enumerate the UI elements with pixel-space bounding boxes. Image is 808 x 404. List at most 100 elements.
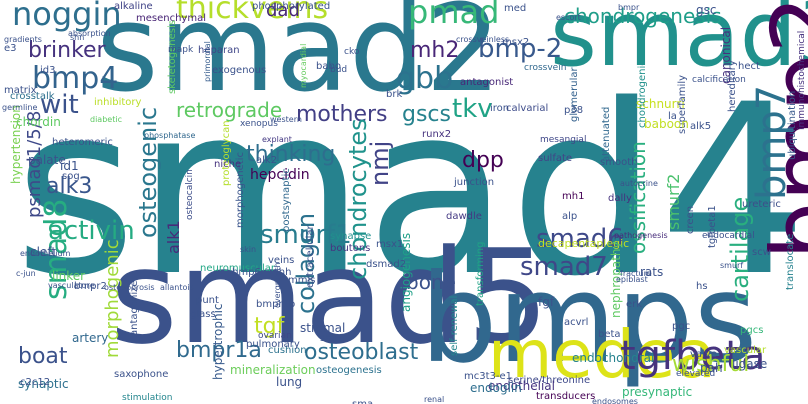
cloud-word: fracture: [620, 269, 652, 278]
cloud-word: bmp7: [749, 84, 795, 200]
cloud-word: veins: [268, 255, 295, 266]
cloud-word: medea: [488, 316, 716, 393]
cloud-word: lung: [276, 375, 303, 389]
cloud-word: endoglin: [470, 381, 522, 395]
cloud-word: chondrogenesis: [564, 4, 722, 28]
cloud-word: neuromuscular: [200, 263, 275, 274]
cloud-word: endochondral: [572, 351, 655, 365]
cloud-word: ureteric: [742, 199, 781, 210]
cloud-word: attenuated: [601, 106, 612, 162]
cloud-word: hepcidin: [250, 167, 310, 183]
cloud-word: brk: [386, 89, 403, 100]
cloud-word: wishful: [672, 352, 750, 377]
cloud-word: schnurri: [636, 97, 685, 111]
cloud-word: immunohistochemical: [797, 30, 807, 130]
cloud-word: c2c12: [20, 377, 51, 388]
cloud-word: vascular: [724, 345, 767, 356]
cloud-word: explant: [262, 135, 292, 144]
cloud-word: decapentaplegic: [538, 237, 630, 250]
cloud-word: serine/threonine: [508, 375, 591, 386]
cloud-word: germline: [2, 103, 38, 112]
cloud-word: bmpr1b: [256, 299, 296, 310]
cloud-word: gbb: [396, 61, 454, 96]
cloud-word: ihh: [276, 267, 292, 278]
cloud-word: valve: [690, 349, 717, 360]
cloud-word: shn: [70, 33, 85, 42]
cloud-word: cushion: [268, 345, 307, 356]
cloud-word: pathogenesis: [614, 231, 668, 240]
cloud-word: smurf2: [664, 173, 683, 230]
cloud-word: scw: [752, 247, 771, 258]
cloud-word: cleft: [30, 245, 57, 259]
cloud-word: gradients: [4, 35, 42, 44]
cloud-word: skeletogenesis: [167, 20, 178, 94]
cloud-word: runx2: [422, 129, 452, 140]
cloud-word: endocardial: [702, 231, 755, 241]
cloud-word: smad3: [550, 0, 808, 87]
cloud-word: xenopus: [240, 119, 278, 129]
cloud-word: pgc: [672, 321, 691, 332]
cloud-word: chordin: [16, 115, 61, 129]
cloud-word: renal: [424, 395, 445, 404]
cloud-word: pah: [700, 361, 723, 375]
cloud-word: tgfbeta1: [707, 205, 718, 248]
cloud-word: sma: [352, 400, 373, 404]
cloud-word: tgfbeta: [620, 333, 766, 379]
cloud-word: bmps: [420, 248, 758, 390]
cloud-word: la: [668, 111, 677, 122]
cloud-word: smad4: [14, 55, 808, 328]
cloud-word: epiblast: [616, 275, 648, 284]
cloud-word: baboon: [644, 117, 689, 131]
cloud-word: smad6: [536, 224, 624, 254]
cloud-word: smurf: [720, 261, 744, 270]
cloud-word: alkaline: [114, 1, 153, 12]
cloud-word: chondrocytes: [344, 118, 372, 280]
cloud-word: elevated: [676, 369, 716, 379]
cloud-word: mothers: [296, 102, 388, 127]
cloud-word: myocardial: [299, 43, 308, 88]
cloud-word: exogenous: [212, 65, 267, 76]
cloud-word: alk3: [46, 174, 93, 199]
cloud-word: creen: [685, 205, 696, 234]
cloud-word: smad2: [96, 0, 502, 119]
cloud-word: dsmad2: [366, 259, 407, 270]
cloud-word: junction: [454, 177, 495, 188]
cloud-word: glass: [190, 309, 216, 320]
cloud-word: endothelial: [488, 379, 555, 393]
cloud-word: cartilage: [726, 196, 754, 302]
cloud-word: endothelium: [20, 249, 71, 258]
cloud-word: smad7: [520, 252, 608, 282]
cloud-word: osteoporosis: [104, 283, 155, 292]
cloud-word: sulfate: [538, 153, 573, 164]
cloud-word: dad: [266, 0, 300, 21]
cloud-word: babo: [316, 61, 341, 72]
cloud-word: mineralization: [230, 363, 316, 377]
cloud-word: crossveinless: [456, 35, 510, 44]
cloud-word: transforming: [475, 241, 486, 307]
cloud-word: bmp4: [32, 61, 119, 96]
cloud-word: gsc: [696, 3, 717, 17]
cloud-word: mesangial: [540, 135, 587, 145]
cloud-word: translocate: [785, 233, 796, 290]
cloud-word: synaptic: [18, 377, 69, 391]
cloud-word: tgf: [254, 314, 285, 339]
cloud-word: pulmonary: [246, 339, 300, 350]
cloud-word: bmp-2: [478, 34, 563, 64]
cloud-word: thickveins: [176, 0, 329, 26]
cloud-word: phosphatase: [144, 131, 196, 140]
cloud-word: inhibitory: [94, 97, 142, 108]
cloud-word: p38: [564, 105, 584, 116]
cloud-word: ligase: [732, 357, 768, 371]
cloud-word: cko: [344, 47, 360, 57]
cloud-word: heparan: [198, 45, 240, 56]
cloud-word: skin: [240, 245, 257, 254]
cloud-word: bone: [406, 270, 456, 294]
cloud-word: wit: [40, 90, 79, 120]
cloud-word: bmpr1a: [176, 338, 262, 363]
cloud-word: boutons: [330, 243, 371, 254]
cloud-word: autocrine: [620, 179, 658, 188]
cloud-word: presynaptic: [622, 385, 693, 399]
cloud-word: stromal: [300, 321, 346, 335]
cloud-word: med: [504, 3, 527, 14]
cloud-word: linker: [52, 269, 86, 283]
